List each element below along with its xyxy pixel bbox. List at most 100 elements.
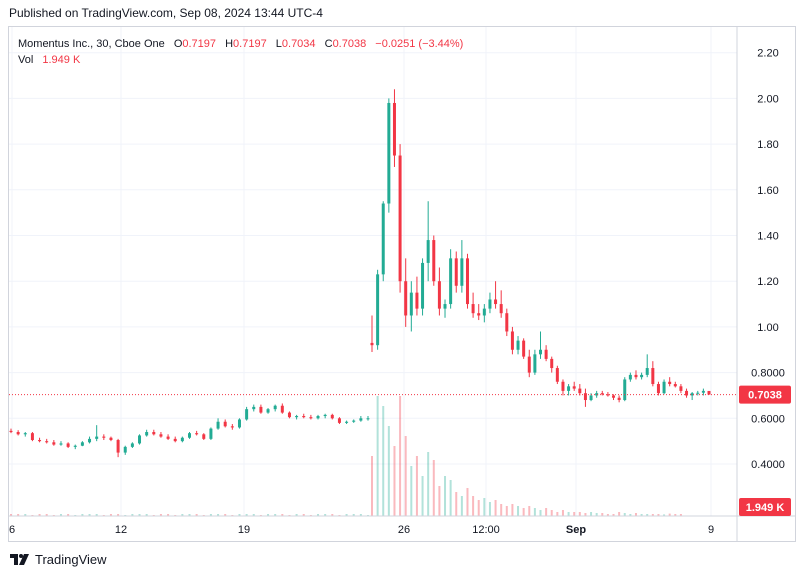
volume-bar bbox=[438, 486, 441, 516]
volume-bar bbox=[550, 510, 553, 516]
volume-bar bbox=[138, 514, 141, 516]
volume-bar bbox=[590, 512, 593, 516]
candle-body bbox=[471, 304, 475, 314]
legend-low-label: L bbox=[275, 38, 282, 50]
volume-bar bbox=[95, 514, 98, 516]
volume-bar bbox=[317, 514, 320, 516]
volume-bar bbox=[595, 513, 598, 516]
candle-body bbox=[309, 417, 313, 419]
candle-body bbox=[561, 381, 565, 391]
candle-body bbox=[623, 379, 627, 401]
candle-body bbox=[505, 313, 509, 332]
candle-body bbox=[645, 368, 649, 375]
volume-bar bbox=[646, 514, 649, 516]
volume-bar bbox=[10, 514, 12, 516]
tradingview-brand[interactable]: TradingView bbox=[10, 552, 107, 567]
volume-bar bbox=[449, 480, 452, 516]
candle-body bbox=[330, 414, 334, 419]
last-volume-label: 1.949 K bbox=[746, 502, 785, 514]
volume-bar bbox=[477, 500, 480, 516]
volume-bar bbox=[517, 506, 520, 516]
candle-body bbox=[316, 416, 320, 419]
candle-body bbox=[123, 446, 127, 453]
volume-bar bbox=[67, 514, 70, 516]
volume-bar bbox=[545, 508, 548, 516]
volume-bar bbox=[601, 513, 604, 516]
candle-body bbox=[80, 442, 84, 446]
candle-body bbox=[202, 434, 206, 439]
candle-body bbox=[482, 308, 486, 316]
volume-bar bbox=[674, 514, 677, 516]
volume-bar bbox=[399, 396, 402, 516]
candle-body bbox=[617, 397, 621, 401]
candle-body bbox=[583, 393, 587, 401]
candle-body bbox=[345, 421, 349, 423]
candle-body bbox=[223, 421, 227, 427]
volume-bar bbox=[511, 504, 514, 516]
legend-high-value: 0.7197 bbox=[233, 38, 267, 50]
candle-body bbox=[460, 258, 464, 286]
volume-bar bbox=[45, 514, 48, 516]
last-price-tag bbox=[739, 385, 791, 404]
candle-body bbox=[690, 393, 694, 396]
chart-frame[interactable] bbox=[8, 26, 796, 542]
candle-body bbox=[432, 240, 436, 282]
volume-bar bbox=[281, 514, 284, 516]
candle-body bbox=[494, 299, 498, 305]
candle-body bbox=[612, 395, 616, 398]
candle-body bbox=[381, 203, 385, 275]
candle-body bbox=[59, 443, 63, 445]
y-tick-label: 2.00 bbox=[757, 93, 778, 105]
candle-body bbox=[449, 258, 453, 305]
volume-bar bbox=[393, 446, 396, 516]
candle-body bbox=[302, 416, 306, 418]
chart-legend: Momentus Inc., 30, Cboe One O0.7197 H0.7… bbox=[18, 36, 463, 68]
volume-bar bbox=[494, 500, 497, 516]
volume-bars bbox=[10, 396, 682, 516]
candle-body bbox=[488, 299, 492, 309]
brand-label: TradingView bbox=[35, 552, 107, 567]
candle-body bbox=[295, 416, 299, 418]
volume-bar bbox=[209, 514, 212, 516]
candle-body bbox=[696, 392, 700, 394]
candle-body bbox=[245, 409, 249, 420]
candle-body bbox=[280, 405, 284, 413]
candle-body bbox=[30, 433, 34, 441]
legend-symbol: Momentus Inc., 30, Cboe One bbox=[18, 38, 165, 50]
y-tick-label: 1.40 bbox=[757, 231, 778, 243]
candle-body bbox=[522, 340, 526, 357]
volume-bar bbox=[472, 496, 475, 516]
volume-bar bbox=[302, 514, 305, 516]
candle-body bbox=[567, 386, 571, 391]
volume-bar bbox=[415, 456, 418, 516]
volume-bar bbox=[612, 514, 615, 516]
candle-body bbox=[409, 292, 413, 316]
volume-bar bbox=[410, 466, 413, 516]
volume-bar bbox=[352, 514, 355, 516]
volume-bar bbox=[59, 514, 62, 516]
volume-bar bbox=[573, 512, 576, 516]
candle-body bbox=[426, 240, 430, 263]
volume-bar bbox=[404, 436, 407, 516]
candle-body bbox=[95, 436, 99, 439]
candle-body bbox=[656, 384, 660, 394]
price-candles bbox=[9, 89, 711, 458]
candle-body bbox=[404, 281, 408, 316]
candle-body bbox=[606, 394, 610, 396]
candle-body bbox=[516, 340, 520, 350]
x-tick-label: 12 bbox=[115, 524, 127, 536]
volume-bar bbox=[88, 514, 91, 516]
volume-bar bbox=[483, 498, 486, 516]
last-price-label: 0.7038 bbox=[748, 390, 782, 402]
candle-body bbox=[359, 418, 363, 421]
candle-body bbox=[352, 420, 356, 422]
candle-body bbox=[701, 390, 705, 393]
volume-bar bbox=[561, 510, 564, 516]
volume-bar bbox=[359, 514, 362, 516]
candle-body bbox=[662, 381, 666, 394]
candle-body bbox=[527, 356, 531, 373]
volume-bar bbox=[539, 510, 542, 516]
candle-body bbox=[510, 331, 514, 350]
candle-body bbox=[173, 438, 177, 442]
